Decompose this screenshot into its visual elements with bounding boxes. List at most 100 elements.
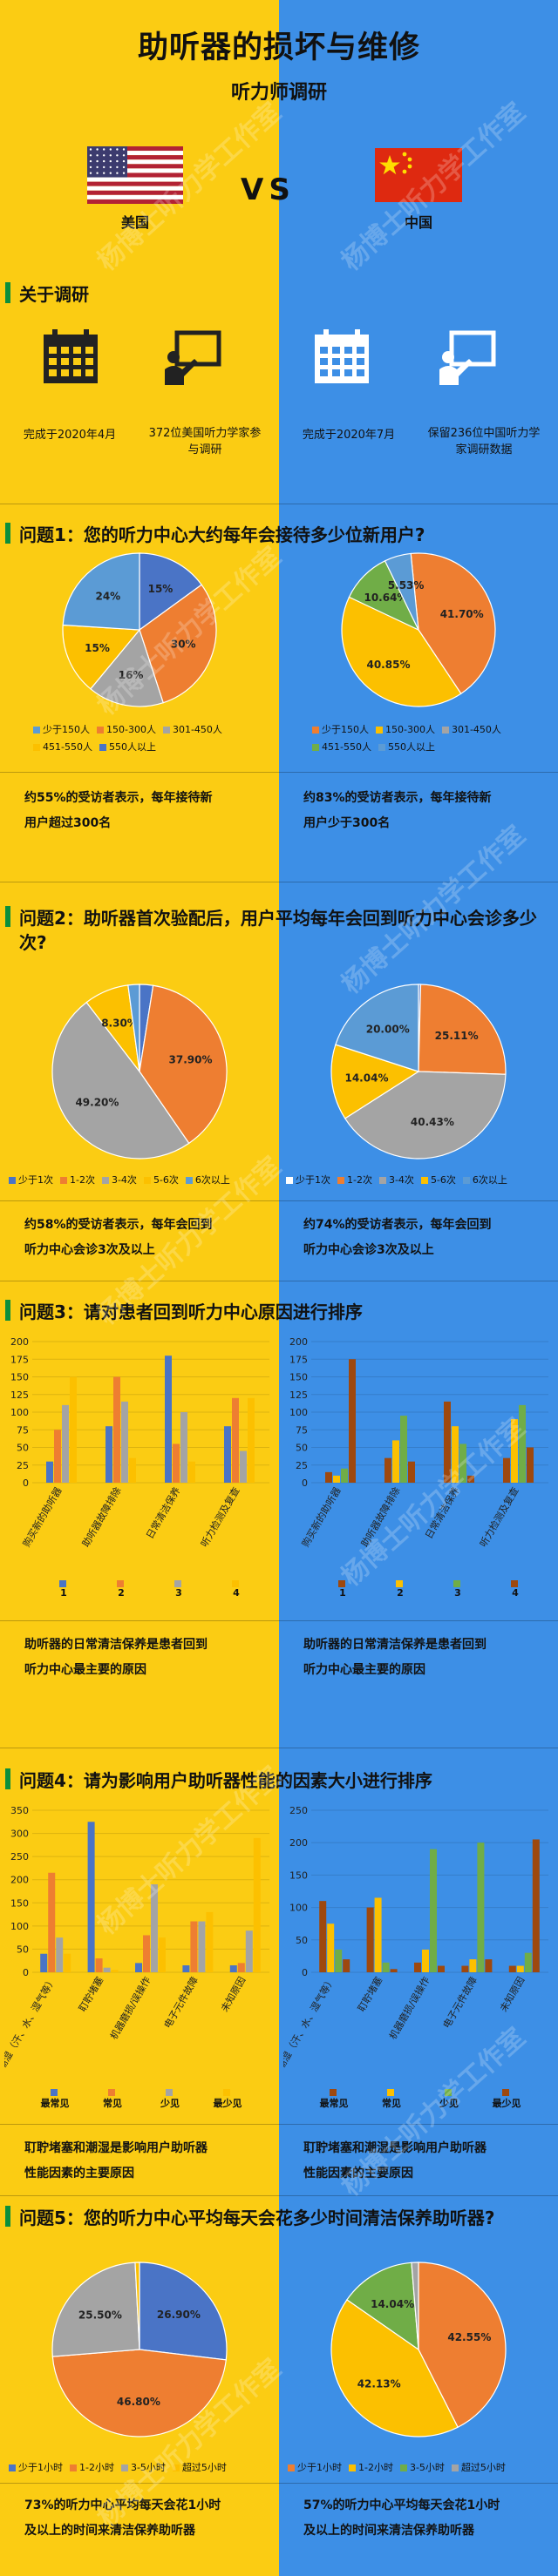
- pie-data-label: 16%: [119, 669, 144, 681]
- conclusion-line: 约74%的受访者表示，每年会回到: [303, 1218, 492, 1232]
- bar: [469, 1959, 477, 1972]
- q4-right-legend: 最常见 常见 少见 最少见: [305, 2087, 549, 2110]
- q2-right-conclusion: 约74%的受访者表示，每年会回到 听力中心会诊3次及以上: [303, 1213, 492, 1263]
- left-background: [0, 0, 279, 2576]
- bar: [48, 1872, 56, 1972]
- page-title: 助听器的损坏与维修: [137, 30, 420, 65]
- pie-data-label: 15%: [148, 583, 174, 595]
- y-tick-label: 200: [289, 1336, 308, 1348]
- about-section-header: 关于调研: [0, 275, 558, 310]
- bar: [232, 1397, 239, 1483]
- legend-swatch: [451, 2464, 459, 2471]
- q2-us-pie-chart: 37.90% 49.20% 8.30%: [51, 984, 228, 1160]
- q4-us-bar-chart: 0 50 100 150 200 250 300 350 潮湿（汗、水、湿气等） 耵聍堵塞 机器磨损…: [4, 1805, 269, 2072]
- y-tick-label: 25: [296, 1460, 308, 1471]
- conclusion-line: 听力中心会诊3次及以上: [303, 1243, 434, 1257]
- left-country-label: 美国: [120, 214, 149, 231]
- legend-item: 少于1小时: [288, 2460, 342, 2474]
- y-tick-label: 100: [10, 1921, 29, 1932]
- y-tick-label: 0: [302, 1967, 308, 1978]
- calendar-icon: [44, 329, 98, 383]
- legend-swatch: [349, 2464, 356, 2471]
- bar: [253, 1837, 261, 1972]
- legend-item: 301-450人: [162, 721, 222, 739]
- pie-data-label: 30%: [171, 638, 196, 650]
- legend-item: 最少见: [478, 2089, 535, 2110]
- legend-swatch: [399, 2464, 407, 2471]
- pie-slice: [346, 2262, 419, 2351]
- bar: [524, 1952, 532, 1972]
- legend-swatch: [60, 1177, 67, 1184]
- legend-swatch: [174, 1580, 181, 1587]
- q4-cn-bar-chart: 0 50 100 150 200 250 潮湿（汗、水、湿气等） 耵聍堵塞 机器磨损/误操作 电子…: [283, 1805, 548, 2072]
- y-tick-label: 200: [289, 1837, 308, 1849]
- pie-data-label: 24%: [95, 591, 120, 603]
- legend-label: 少见: [160, 2098, 180, 2109]
- bar: [511, 1419, 518, 1483]
- q1-left-legend: 少于150人 150-300人 301-450人 451-550人 550人以上: [33, 721, 251, 756]
- legend-swatch: [288, 2464, 295, 2471]
- q4-right-conclusion: 耵聍堵塞和潮湿是影响用户助听器 性能因素的主要原因: [303, 2136, 487, 2187]
- q1-right-legend: 少于150人 150-300人 301-450人 451-550人 550人以上: [312, 721, 530, 756]
- bar: [70, 1376, 77, 1483]
- bar: [46, 1461, 53, 1483]
- y-tick-label: 150: [289, 1372, 308, 1383]
- legend-item: 451-550人: [33, 739, 92, 756]
- q2-right-legend: 少于1次 1-2次 3-4次 5-6次 6次以上: [286, 1173, 558, 1187]
- conclusion-line: 约58%的受访者表示，每年会回到: [24, 1218, 213, 1232]
- us-flag-icon: [87, 146, 183, 204]
- legend-swatch: [143, 1177, 151, 1184]
- legend-label: 550人以上: [108, 741, 156, 753]
- bar: [135, 1963, 142, 1972]
- presentation-board-icon: [439, 330, 496, 385]
- pie-slice: [127, 984, 140, 1072]
- legend-label: 301-450人: [451, 724, 501, 735]
- q3-left-legend: 1 2 3 4: [35, 1579, 270, 1599]
- pie-slice: [139, 552, 203, 632]
- legend-item: 最少见: [199, 2089, 256, 2110]
- pie-data-label: 14.04%: [344, 1072, 388, 1085]
- pie-slice: [51, 1001, 190, 1160]
- legend-item: 少于1小时: [9, 2460, 63, 2474]
- y-tick-label: 0: [302, 1477, 308, 1489]
- q3-right-conclusion: 助听器的日常清洁保养是患者回到 听力中心最主要的原因: [303, 1633, 487, 1683]
- y-tick-label: 0: [23, 1967, 29, 1978]
- bar: [121, 1401, 128, 1483]
- bar: [508, 1965, 516, 1972]
- legend-label: 2: [397, 1587, 404, 1599]
- legend-label: 3: [175, 1587, 182, 1599]
- legend-swatch: [185, 1177, 193, 1184]
- pie-data-label: 49.20%: [75, 1096, 119, 1108]
- pie-slice: [330, 1044, 420, 1119]
- bar: [105, 1426, 112, 1483]
- legend-label: 550人以上: [387, 741, 435, 753]
- legend-label: 5-6次: [153, 1174, 179, 1186]
- x-tick-label: 购买新的助听器: [299, 1485, 344, 1550]
- bar: [327, 1924, 335, 1972]
- pie-slice: [411, 2262, 419, 2350]
- legend-swatch: [337, 1580, 345, 1587]
- y-tick-label: 250: [10, 1851, 29, 1863]
- legend-swatch: [97, 727, 104, 734]
- y-tick-label: 75: [17, 1424, 29, 1436]
- legend-swatch: [9, 1177, 16, 1184]
- bar: [64, 1953, 71, 1972]
- bar: [390, 1969, 398, 1972]
- x-tick-label: 耵聍堵塞: [76, 1975, 105, 2014]
- legend-label: 最常见: [319, 2098, 349, 2109]
- legend-label: 1-2小时: [79, 2462, 114, 2473]
- pie-slice: [335, 984, 419, 1072]
- bar: [198, 1921, 206, 1972]
- legend-item: 最常见: [26, 2089, 84, 2110]
- bar: [95, 1958, 103, 1972]
- bar: [438, 1965, 445, 1972]
- pie-slice: [90, 628, 164, 707]
- legend-item: 550人以上: [378, 739, 435, 756]
- legend-swatch: [376, 727, 383, 734]
- legend-swatch: [33, 727, 40, 734]
- x-tick-label: 日常清洁保养: [143, 1485, 182, 1541]
- bar: [467, 1475, 474, 1483]
- legend-item: 6次以上: [462, 1173, 507, 1187]
- divider: [0, 772, 558, 773]
- y-tick-label: 175: [10, 1354, 29, 1365]
